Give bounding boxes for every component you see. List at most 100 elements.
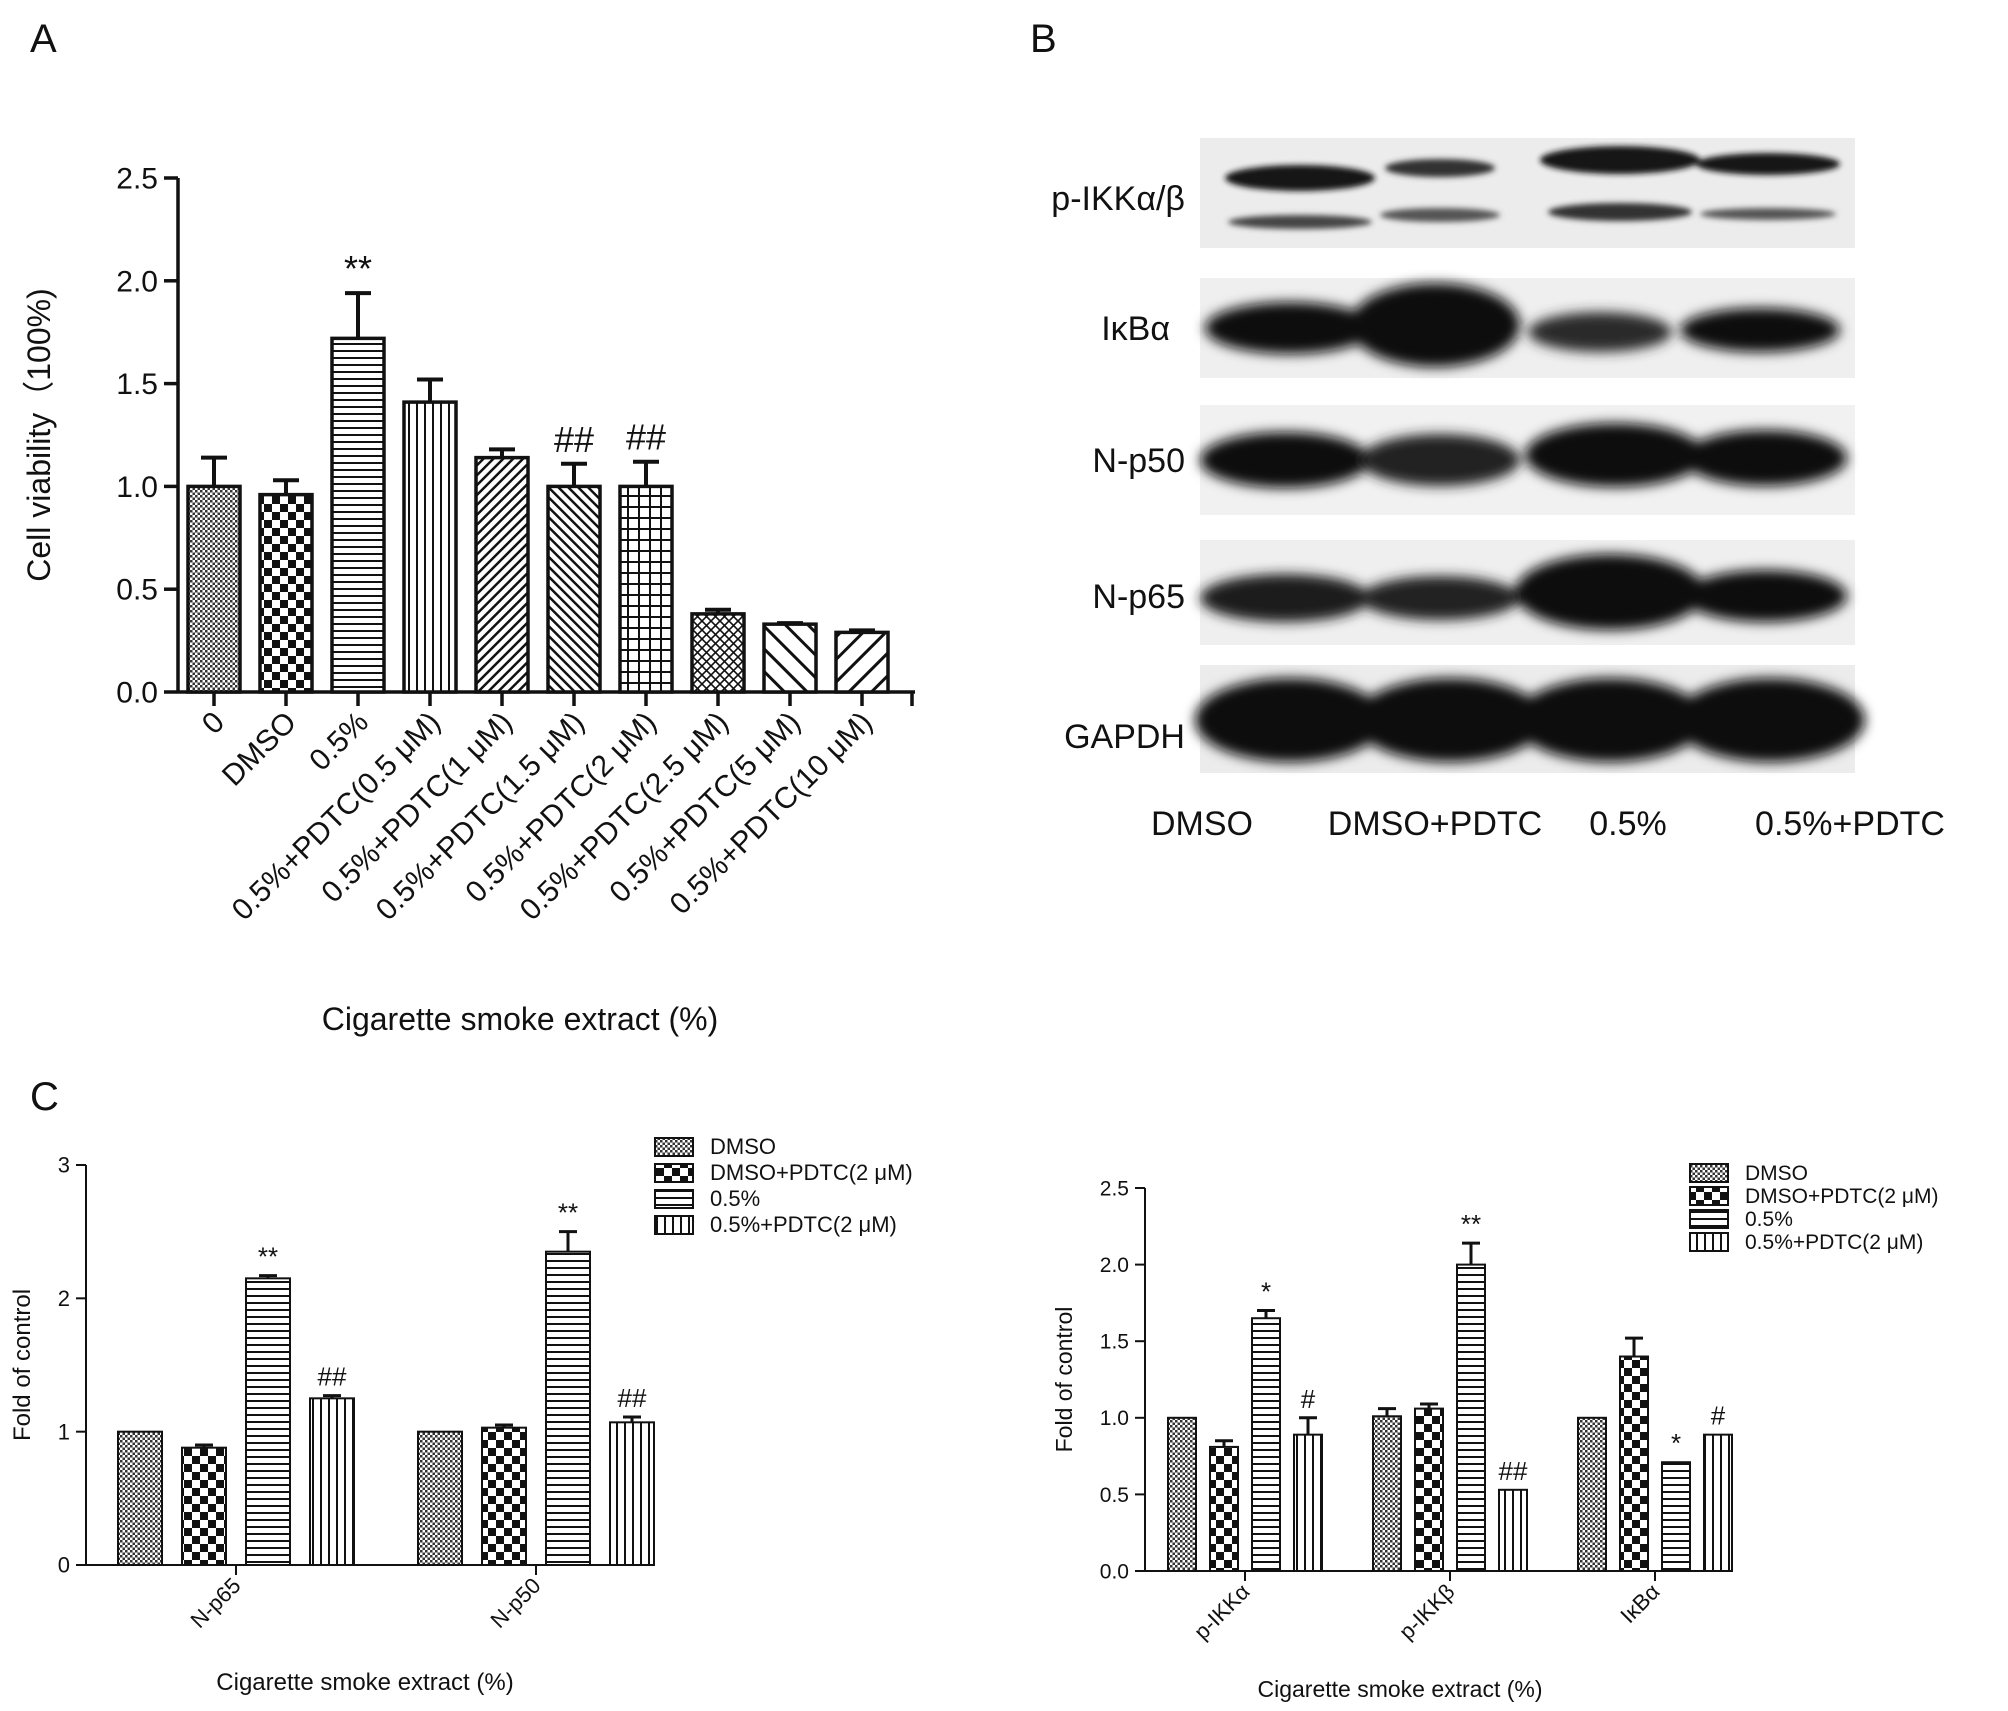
x-tick-label: IκBα	[1615, 1579, 1664, 1628]
significance-label: *	[1261, 1277, 1271, 1307]
blot-row-label: N-p50	[1092, 442, 1185, 480]
band	[1360, 576, 1520, 620]
blot-row-label: IκBα	[1101, 310, 1170, 348]
panel-label-a: A	[30, 17, 57, 61]
significance-label: **	[344, 248, 372, 289]
band	[1200, 574, 1370, 622]
blot-row-label: GAPDH	[1064, 718, 1185, 756]
band	[1515, 554, 1705, 630]
blot-row-label: N-p65	[1092, 578, 1185, 616]
legend-swatch	[1689, 1232, 1729, 1252]
y-tick-label: 1.5	[116, 368, 158, 401]
legend-swatch	[1689, 1209, 1729, 1229]
x-axis-title: Cigarette smoke extract (%)	[322, 1001, 719, 1037]
legend-label: DMSO+PDTC(2 μM)	[710, 1160, 913, 1185]
western-blot: p-IKKα/β IκBα N-p50 N-p65 GAPDH DMSO DMS…	[1051, 138, 1945, 843]
bar	[1414, 1407, 1444, 1573]
bar	[1577, 1416, 1607, 1573]
band	[1700, 208, 1836, 220]
band	[1683, 570, 1847, 622]
x-tick-label: N-p65	[185, 1573, 245, 1633]
y-tick-label: 1.0	[116, 471, 158, 504]
y-tick-label: 3	[58, 1153, 70, 1178]
y-tick-label: 1.5	[1100, 1331, 1129, 1354]
legend-label: DMSO+PDTC(2 μM)	[1745, 1185, 1939, 1208]
legend-label: 0.5%+PDTC(2 μM)	[1745, 1231, 1923, 1254]
band	[1515, 678, 1705, 762]
significance-label: ##	[626, 417, 666, 458]
bar	[618, 484, 674, 694]
y-tick-label: 0.5	[1100, 1484, 1129, 1507]
significance-label: **	[558, 1198, 578, 1228]
band	[1195, 678, 1385, 762]
y-tick-label: 1.0	[1100, 1407, 1129, 1430]
y-tick-label: 1	[58, 1419, 70, 1444]
legend-label: 0.5%	[1745, 1208, 1793, 1231]
x-tick-label: N-p50	[485, 1573, 545, 1633]
bar	[1372, 1415, 1402, 1572]
y-tick-label: 2.0	[116, 265, 158, 298]
x-tick-label: DMSO	[216, 706, 303, 793]
significance-label: *	[1671, 1428, 1681, 1458]
significance-label: ##	[554, 419, 594, 460]
chart-c-right: 0.0 0.5 1.0 1.5 2.0 2.5 Fold of control Cigaret…	[1051, 1162, 1939, 1702]
band	[1350, 283, 1520, 367]
band	[1540, 146, 1700, 174]
significance-label: #	[1301, 1384, 1316, 1414]
significance-label: ##	[1499, 1456, 1528, 1486]
band	[1525, 423, 1705, 487]
y-tick-label: 0.0	[116, 677, 158, 710]
bar	[309, 1397, 355, 1567]
bar	[1456, 1263, 1486, 1572]
blot-lane-label: DMSO+PDTC	[1328, 805, 1542, 843]
band	[1528, 312, 1672, 352]
band	[1200, 432, 1370, 488]
y-axis-title: Fold of control	[9, 1289, 36, 1441]
y-tick-label: 2	[58, 1286, 70, 1311]
legend-label: 0.5%+PDTC(2 μM)	[710, 1212, 897, 1237]
bar	[186, 484, 242, 694]
bar	[417, 1430, 463, 1566]
y-axis-title: Cell viability（100%)	[21, 288, 57, 581]
legend-swatch	[654, 1163, 694, 1183]
band	[1205, 302, 1375, 354]
chart-a: 0.0 0.5 1.0 1.5 2.0 2.5 Cell viability（100%) Ci…	[21, 163, 915, 1037]
band	[1385, 159, 1495, 177]
bar	[1703, 1433, 1733, 1572]
x-tick-label: 0	[196, 706, 231, 741]
legend-swatch	[1689, 1163, 1729, 1183]
x-tick-label: p-IKKβ	[1394, 1579, 1460, 1645]
y-axis-title: Fold of control	[1051, 1307, 1077, 1453]
bar	[690, 612, 746, 694]
legend-swatch	[1689, 1186, 1729, 1206]
band	[1355, 678, 1545, 762]
legend-label: 0.5%	[710, 1186, 760, 1211]
y-tick-label: 2.5	[1100, 1177, 1129, 1200]
significance-label: **	[1461, 1209, 1481, 1239]
bar	[546, 484, 602, 694]
bar	[1251, 1317, 1281, 1572]
panel-label-c: C	[30, 1075, 59, 1119]
x-tick-label: p-IKKα	[1189, 1579, 1255, 1645]
legend-label: DMSO	[1745, 1162, 1808, 1185]
blot-lane-label: DMSO	[1151, 805, 1253, 843]
bar	[402, 400, 458, 694]
band	[1360, 434, 1520, 486]
band	[1228, 215, 1372, 229]
bar	[609, 1421, 655, 1567]
legend-swatch	[654, 1137, 694, 1157]
y-tick-label: 2.0	[1100, 1254, 1129, 1277]
bar	[181, 1446, 227, 1566]
bar	[1661, 1461, 1691, 1573]
bar	[117, 1430, 163, 1566]
y-tick-label: 2.5	[116, 163, 158, 196]
bar	[474, 455, 530, 694]
y-tick-label: 0	[58, 1553, 70, 1578]
band	[1380, 208, 1500, 222]
bar	[481, 1426, 527, 1566]
legend-swatch	[654, 1215, 694, 1235]
bar	[245, 1277, 291, 1567]
y-tick-label: 0.0	[1100, 1560, 1129, 1583]
band	[1696, 153, 1840, 175]
